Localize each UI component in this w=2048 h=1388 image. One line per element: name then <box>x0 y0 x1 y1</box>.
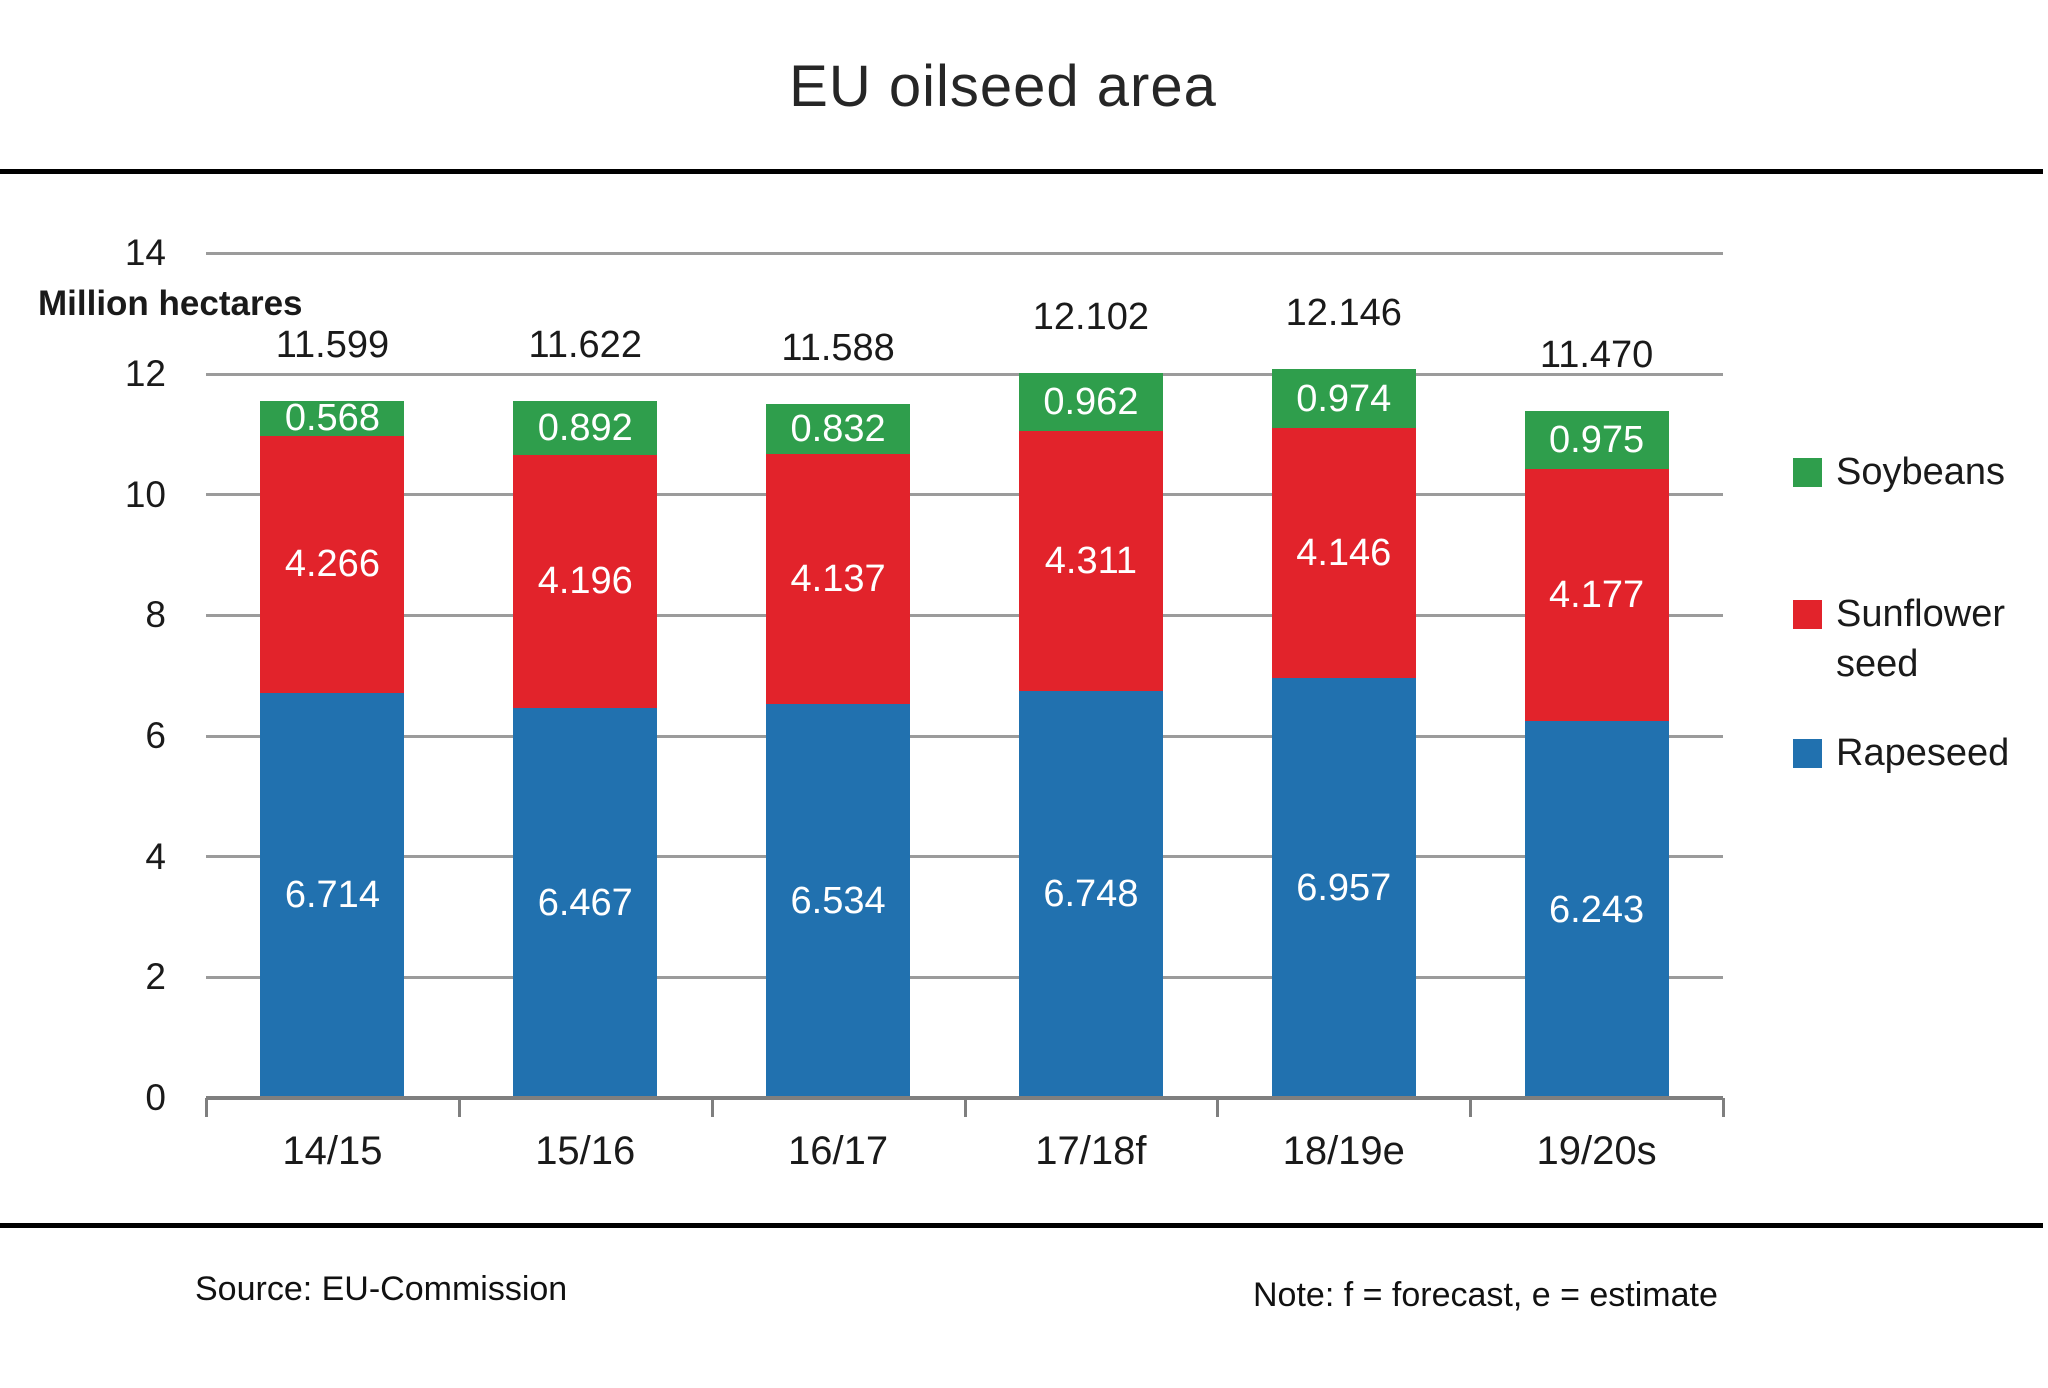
bar-value-label: 0.892 <box>537 406 633 449</box>
bar-total-label: 11.622 <box>528 323 642 366</box>
bar-total-label: 11.588 <box>781 327 895 370</box>
x-category-label-16/17: 16/17 <box>788 1129 889 1173</box>
bar-segment-rapeseed-15/16 <box>513 707 658 1098</box>
x-category-label-19/20s: 19/20s <box>1536 1129 1657 1173</box>
x-axis-tick <box>205 1098 208 1117</box>
bar-segment-rapeseed-17/18f <box>1018 690 1163 1098</box>
legend-swatch-icon <box>1793 600 1822 629</box>
legend-item-sunflower-seed: Sunflower seed <box>1793 589 2046 689</box>
bar-segment-soybeans-14/15 <box>260 401 405 436</box>
source-text: Source: EU-Commission <box>195 1270 568 1308</box>
legend-label: Rapeseed <box>1836 732 2010 774</box>
y-tick-label-0: 0 <box>145 1077 166 1118</box>
bar-segment-sunflower-seed-19/20s <box>1524 469 1669 722</box>
gridline-8 <box>206 613 1723 617</box>
bar-segment-soybeans-15/16 <box>513 400 658 455</box>
x-category-label-14/15: 14/15 <box>282 1129 383 1173</box>
y-axis-title: Million hectares <box>38 284 303 323</box>
bar-value-label: 4.177 <box>1549 574 1645 617</box>
y-tick-label-14: 14 <box>124 232 166 274</box>
bar-segment-rapeseed-16/17 <box>766 703 911 1098</box>
bar-total-label: 12.102 <box>1032 295 1150 338</box>
y-tick-label-8: 8 <box>145 594 166 636</box>
bar-value-label: 6.957 <box>1296 867 1392 910</box>
bar-segment-sunflower-seed-14/15 <box>260 435 405 693</box>
legend-item-soybeans: Soybeans <box>1793 447 2046 497</box>
bar-value-label: 0.962 <box>1043 380 1139 423</box>
gridline-14 <box>206 251 1723 255</box>
y-tick-label-2: 2 <box>145 956 166 998</box>
top-divider-line <box>0 169 2043 174</box>
note-text: Note: f = forecast, e = estimate <box>1253 1276 1718 1314</box>
bar-segment-sunflower-seed-17/18f <box>1018 430 1163 691</box>
legend-swatch-icon <box>1793 458 1822 487</box>
bar-segment-soybeans-18/19e <box>1271 369 1416 429</box>
bar-value-label: 6.748 <box>1043 873 1139 916</box>
bar-value-label: 6.467 <box>537 881 633 924</box>
bar-value-label: 0.832 <box>790 408 886 451</box>
bar-segment-sunflower-seed-18/19e <box>1271 428 1416 679</box>
legend-label: Soybeans <box>1836 451 2006 493</box>
bar-value-label: 0.975 <box>1549 418 1645 461</box>
chart-title: EU oilseed area <box>789 54 1217 119</box>
bar-segment-rapeseed-14/15 <box>260 692 405 1098</box>
bar-value-label: 4.146 <box>1296 532 1392 575</box>
bar-segment-sunflower-seed-15/16 <box>513 454 658 708</box>
legend-label: Sunflower seed <box>1836 593 2005 685</box>
bar-value-label: 6.243 <box>1549 888 1645 931</box>
y-tick-label-10: 10 <box>124 473 166 515</box>
y-tick-label-12: 12 <box>124 353 166 395</box>
bar-segment-soybeans-19/20s <box>1524 410 1669 470</box>
bar-value-label: 0.568 <box>284 397 380 440</box>
bar-segment-soybeans-17/18f <box>1018 372 1163 431</box>
y-tick-label-4: 4 <box>145 835 166 877</box>
bar-segment-rapeseed-19/20s <box>1524 721 1669 1098</box>
x-category-label-15/16: 15/16 <box>535 1129 636 1173</box>
bar-value-label: 4.137 <box>790 558 886 600</box>
bar-value-label: 0.974 <box>1296 377 1392 420</box>
bar-value-label: 4.196 <box>537 560 633 603</box>
x-category-label-17/18f: 17/18f <box>1035 1129 1147 1173</box>
x-axis-tick <box>1469 1098 1473 1117</box>
gridline-12 <box>206 372 1723 376</box>
bar-value-label: 6.534 <box>790 879 886 922</box>
x-axis-tick <box>963 1098 967 1117</box>
gridline-10 <box>206 493 1723 497</box>
x-category-label-18/19e: 18/19e <box>1282 1129 1405 1173</box>
bar-total-label: 11.470 <box>1539 333 1654 376</box>
gridline-6 <box>206 734 1723 738</box>
legend-item-rapeseed: Rapeseed <box>1793 728 2046 778</box>
x-axis-tick <box>457 1098 461 1117</box>
bar-total-label: 12.146 <box>1285 292 1402 335</box>
bar-value-label: 4.311 <box>1044 539 1138 582</box>
legend-swatch-icon <box>1793 739 1822 768</box>
bar-total-label: 11.599 <box>275 324 390 367</box>
x-axis-tick <box>1722 1098 1725 1117</box>
bar-segment-rapeseed-18/19e <box>1271 678 1416 1098</box>
bar-segment-sunflower-seed-16/17 <box>766 454 911 704</box>
bar-value-label: 6.714 <box>284 874 380 917</box>
gridline-2 <box>206 975 1723 979</box>
bar-value-label: 4.266 <box>284 543 380 586</box>
bottom-divider-line <box>0 1223 2043 1228</box>
gridline-4 <box>206 855 1723 859</box>
y-tick-label-6: 6 <box>145 715 166 757</box>
x-axis-tick <box>710 1098 714 1117</box>
bar-segment-soybeans-16/17 <box>766 404 911 455</box>
x-axis-tick <box>1216 1098 1220 1117</box>
